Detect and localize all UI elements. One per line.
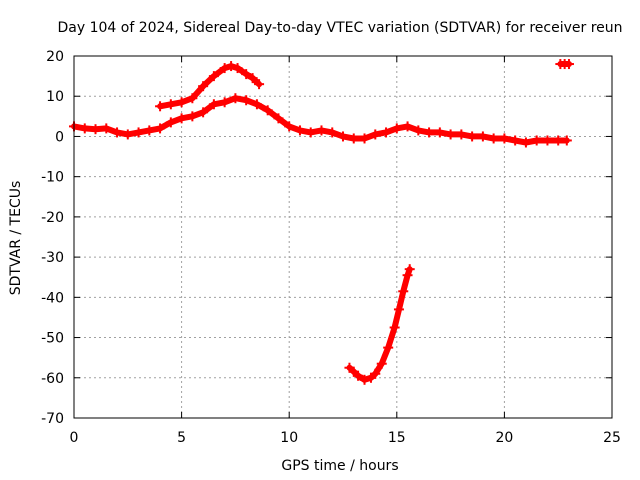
series-main-trace [69,93,572,148]
data-point [176,97,187,108]
data-point [553,135,564,146]
data-point [531,135,542,146]
y-tick-label: -60 [41,371,64,387]
data-point [208,99,219,110]
x-tick-label: 10 [280,430,298,446]
plot-area [69,59,574,385]
data-point [187,111,198,122]
data-point [230,93,241,104]
data-point [445,129,456,140]
data-point [477,131,488,142]
chart-title: Day 104 of 2024, Sidereal Day-to-day VTE… [57,20,622,36]
data-point [359,133,370,144]
data-point [563,59,574,70]
data-point [284,121,295,132]
y-tick-label: -10 [41,170,64,186]
data-point [359,374,370,385]
data-point [389,322,400,333]
data-point [404,264,415,275]
data-point [370,368,381,379]
data-point [254,79,265,90]
data-point [112,127,123,138]
data-point [327,127,338,138]
data-point [294,125,305,136]
y-tick-label: -40 [41,290,64,306]
data-point [424,127,435,138]
data-point [155,101,166,112]
data-point [176,113,187,124]
data-point [247,73,258,84]
y-tick-label: -30 [41,250,64,266]
series-lower-excursion [344,264,415,385]
data-point [79,123,90,134]
data-point [402,121,413,132]
series-isolated-cluster [555,59,574,70]
data-point [370,129,381,140]
tick-labels: 0 5 10 15 20 25 20 10 0 -10 -20 -30 -40 -50 -60 -70 [41,49,621,446]
data-point [499,133,510,144]
data-point [133,127,144,138]
data-point [198,81,209,92]
data-point [187,93,198,104]
data-point [338,131,348,142]
data-point [90,124,101,135]
data-point [467,131,478,142]
plot-frame [73,55,613,419]
y-tick-label: 20 [46,49,64,65]
data-point [402,270,413,281]
data-point [273,113,284,124]
data-point [393,304,404,315]
data-point [165,117,176,128]
data-point [262,105,273,116]
data-point [144,125,155,136]
data-point [198,107,209,118]
data-point [305,127,316,138]
axis-ticks [73,55,613,419]
y-tick-label: 0 [55,129,64,145]
x-tick-label: 15 [388,430,406,446]
data-point [251,99,262,110]
y-tick-label: 10 [46,89,64,105]
data-point [381,127,392,138]
data-point [208,71,219,82]
data-point [434,127,445,138]
x-tick-label: 0 [70,430,79,446]
data-point [241,95,252,106]
x-tick-label: 5 [177,430,186,446]
data-point [122,129,133,140]
data-point [561,135,572,146]
data-point [542,135,553,146]
y-axis-label: SDTVAR / TECUs [8,181,24,296]
data-point [155,123,166,134]
x-tick-label: 25 [603,430,621,446]
data-point [413,125,424,136]
y-tick-label: -20 [41,210,64,226]
data-point [488,133,499,144]
data-point [219,63,230,74]
data-point [383,342,394,353]
x-tick-label: 20 [495,430,513,446]
y-tick-label: -70 [41,411,64,427]
data-point [376,358,387,369]
data-point [520,137,531,148]
data-point [316,125,327,136]
x-axis-label: GPS time / hours [281,458,398,474]
grid-lines [74,56,612,418]
data-point [456,129,467,140]
y-tick-label: -50 [41,331,64,347]
data-point [232,63,243,74]
data-point [398,286,409,297]
data-point [219,97,230,108]
data-point [391,123,402,134]
data-point [226,61,237,72]
data-point [165,99,176,110]
data-point [348,133,359,144]
data-point [241,69,252,80]
data-point [353,370,364,381]
data-point [101,123,112,134]
data-point [510,135,521,146]
series-upper-arc [155,61,265,112]
